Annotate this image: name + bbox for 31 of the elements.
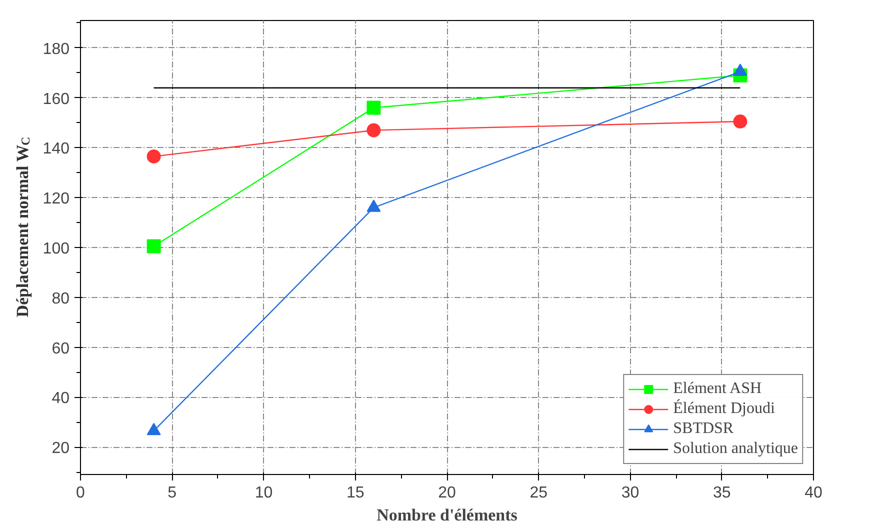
point xyxy=(146,239,161,254)
y-axis-title: Déplacement normal WC xyxy=(13,136,32,318)
y-tick-label: 100 xyxy=(42,240,70,258)
x-tick-label: 35 xyxy=(712,484,731,502)
point xyxy=(733,114,748,129)
y-tick-label: 80 xyxy=(52,290,70,308)
legend-label: Élément Djoudi xyxy=(673,400,775,418)
point xyxy=(146,149,161,164)
y-tick-label: 140 xyxy=(42,140,70,158)
y-tick-label: 120 xyxy=(42,190,70,208)
x-tick-label: 5 xyxy=(168,484,177,502)
y-tick-label: 180 xyxy=(42,40,70,58)
y-tick-label: 160 xyxy=(42,90,70,108)
y-tick-label: 60 xyxy=(52,340,70,358)
x-tick-label: 25 xyxy=(530,484,548,502)
point xyxy=(366,123,381,138)
x-tick-label: 40 xyxy=(804,484,822,502)
x-tick-label: 20 xyxy=(438,484,456,502)
x-tick-label: 15 xyxy=(346,484,364,502)
y-tick-label: 40 xyxy=(52,390,70,408)
y-tick-label: 20 xyxy=(52,440,70,458)
legend-label: SBTDSR xyxy=(673,420,734,438)
point xyxy=(366,100,381,115)
legend-label: Elément ASH xyxy=(673,380,762,398)
x-tick-label: 0 xyxy=(76,484,86,502)
point xyxy=(366,200,381,212)
legend-label: Solution analytique xyxy=(673,440,798,458)
point xyxy=(146,422,161,436)
x-tick-label: 10 xyxy=(254,484,273,502)
x-tick-label: 30 xyxy=(621,484,640,502)
x-axis-title: Nombre d'éléments xyxy=(376,506,518,524)
